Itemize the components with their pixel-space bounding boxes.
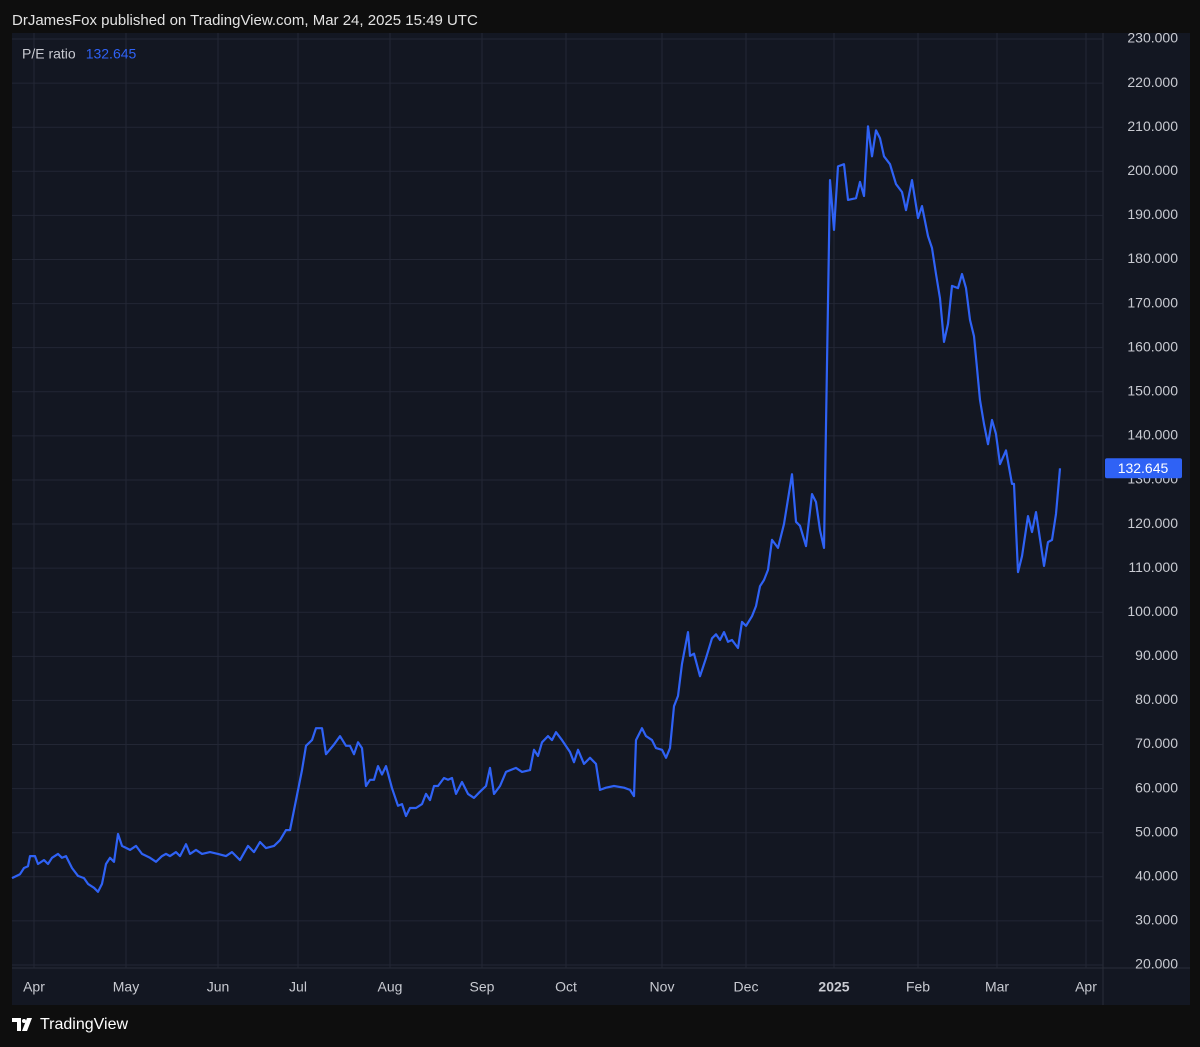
x-tick-label: Nov: [650, 979, 675, 995]
y-tick-label: 180.000: [1127, 250, 1178, 266]
y-tick-label: 30.000: [1135, 912, 1178, 928]
y-tick-label: 80.000: [1135, 691, 1178, 707]
y-tick-label: 230.000: [1127, 30, 1178, 46]
x-tick-label: Mar: [985, 979, 1009, 995]
y-tick-label: 160.000: [1127, 338, 1178, 354]
x-tick-label: Apr: [23, 979, 45, 995]
x-tick-label: Jun: [207, 979, 230, 995]
y-tick-label: 140.000: [1127, 427, 1178, 443]
x-tick-label: 2025: [818, 979, 849, 995]
x-tick-label: Apr: [1075, 979, 1097, 995]
y-tick-label: 60.000: [1135, 779, 1178, 795]
x-tick-label: Dec: [734, 979, 759, 995]
x-tick-label: Jul: [289, 979, 307, 995]
y-tick-label: 20.000: [1135, 956, 1178, 972]
x-tick-label: Sep: [470, 979, 495, 995]
last-value-box: [1105, 458, 1182, 479]
y-tick-label: 220.000: [1127, 74, 1178, 90]
y-tick-label: 40.000: [1135, 868, 1178, 884]
y-tick-label: 90.000: [1135, 647, 1178, 663]
y-tick-label: 100.000: [1127, 603, 1178, 619]
plot: 20.000 30.000 40.000 50.000 60.000 70.000 80.0…: [11, 30, 1182, 995]
x-tick-label: Aug: [378, 979, 403, 995]
y-tick-label: 50.000: [1135, 823, 1178, 839]
y-tick-label: 200.000: [1127, 162, 1178, 178]
legend-value: 132.645: [86, 46, 137, 62]
logo-dot: [22, 1019, 26, 1023]
y-tick-label: 120.000: [1127, 515, 1178, 531]
y-tick-label: 150.000: [1127, 382, 1178, 398]
last-value-label: 132.645: [1118, 460, 1169, 476]
line-series: [11, 125, 1062, 893]
header: DrJamesFox published on TradingView.com,…: [12, 12, 478, 29]
logo-mark: [12, 1018, 32, 1031]
x-tick-label: Oct: [555, 979, 577, 995]
x-tick-label: May: [113, 979, 139, 995]
footer: TradingView: [40, 1016, 128, 1033]
y-tick-label: 110.000: [1128, 559, 1178, 575]
y-tick-label: 170.000: [1127, 294, 1178, 310]
chart-panel: [12, 33, 1190, 1005]
legend-name: P/E ratio: [22, 46, 76, 62]
x-tick-label: Feb: [906, 979, 930, 995]
y-tick-label: 70.000: [1135, 735, 1178, 751]
y-tick-label: 210.000: [1127, 118, 1178, 134]
y-tick-label: 190.000: [1127, 206, 1178, 222]
logo: [12, 1018, 32, 1031]
